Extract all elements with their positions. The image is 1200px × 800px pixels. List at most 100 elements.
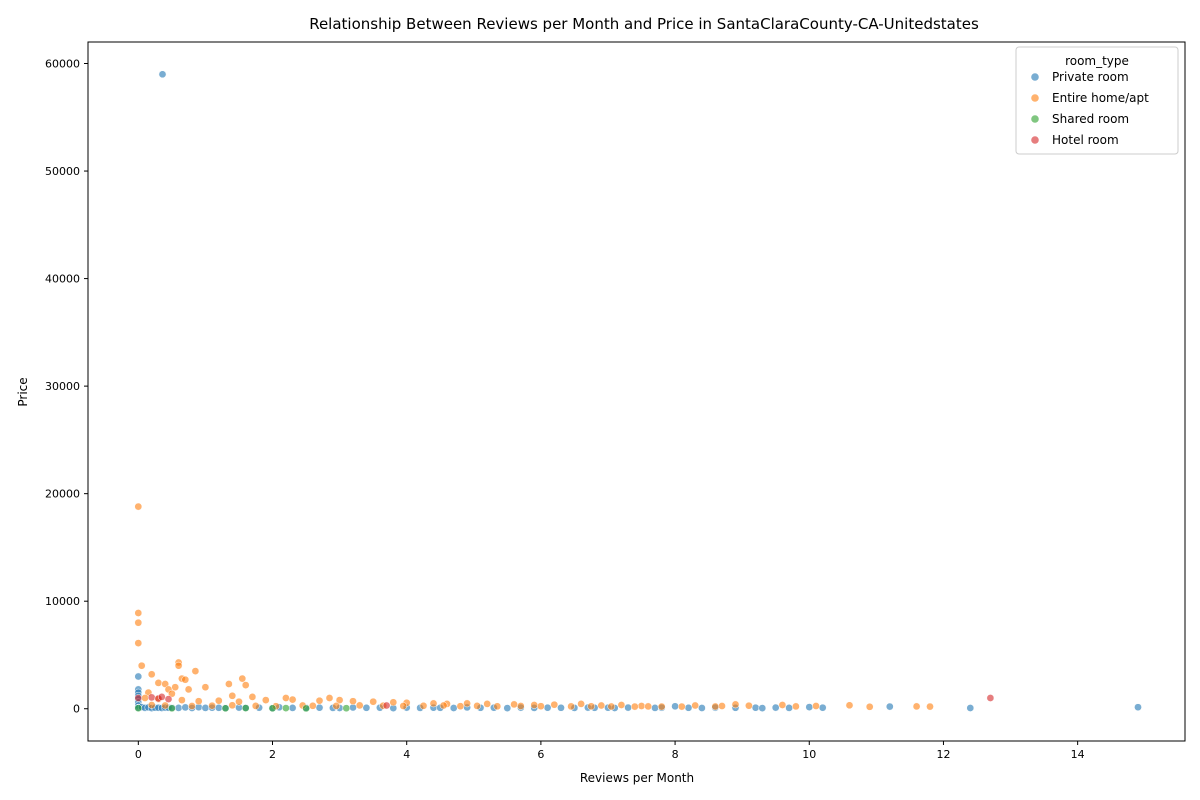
y-tick-label: 30000	[45, 380, 80, 393]
data-point-entire-home-apt	[399, 702, 408, 710]
data-point-entire-home-apt	[607, 702, 616, 711]
data-point-entire-home-apt	[134, 609, 143, 617]
data-point-entire-home-apt	[369, 697, 378, 706]
data-point-private-room	[758, 704, 767, 712]
data-point-entire-home-apt	[134, 502, 143, 511]
legend-box	[1015, 46, 1179, 155]
data-point-entire-home-apt	[147, 701, 156, 709]
data-point-entire-home-apt	[181, 675, 190, 684]
data-point-entire-home-apt	[325, 694, 334, 702]
chart-title: Relationship Between Reviews per Month a…	[309, 15, 979, 33]
data-point-entire-home-apt	[516, 702, 525, 710]
data-point-private-room	[771, 703, 780, 712]
data-point-entire-home-apt	[147, 670, 156, 679]
data-point-entire-home-apt	[597, 701, 606, 710]
x-tick-label: 0	[135, 748, 142, 761]
legend-label-private-room: Private room	[1052, 70, 1129, 84]
data-point-private-room	[134, 672, 143, 681]
data-point-entire-home-apt	[567, 702, 575, 711]
data-point-shared-room	[342, 704, 351, 713]
legend-label-entire-home-apt: Entire home/apt	[1052, 91, 1149, 105]
data-point-entire-home-apt	[171, 683, 180, 692]
y-tick-label: 10000	[45, 595, 80, 608]
data-point-entire-home-apt	[201, 683, 210, 692]
x-axis-ticks: 0 2 4 6 8 10 12 14	[135, 741, 1085, 761]
data-point-entire-home-apt	[778, 701, 787, 709]
data-point-hotel-room	[147, 693, 156, 702]
data-point-entire-home-apt	[241, 681, 250, 689]
data-point-entire-home-apt	[577, 700, 585, 708]
data-point-entire-home-apt	[174, 661, 183, 670]
data-point-entire-home-apt	[637, 702, 646, 710]
legend: room_type Private room Entire home/apt Sha…	[1015, 46, 1179, 155]
data-point-entire-home-apt	[711, 702, 720, 711]
data-point-entire-home-apt	[926, 702, 934, 711]
data-point-entire-home-apt	[718, 702, 726, 710]
data-point-entire-home-apt	[657, 702, 666, 711]
y-tick-label: 20000	[45, 488, 80, 501]
data-point-private-room	[181, 703, 190, 712]
data-point-entire-home-apt	[315, 696, 324, 705]
plot-frame	[87, 41, 1186, 742]
data-point-private-room	[651, 704, 659, 712]
data-point-entire-home-apt	[188, 702, 196, 710]
data-point-entire-home-apt	[550, 700, 559, 709]
data-point-entire-home-apt	[225, 680, 233, 688]
data-point-entire-home-apt	[184, 685, 193, 694]
data-point-private-room	[671, 702, 679, 711]
data-point-entire-home-apt	[792, 702, 800, 711]
x-tick-label: 2	[269, 748, 276, 761]
x-tick-label: 14	[1071, 748, 1085, 761]
data-point-private-room	[557, 703, 565, 712]
data-point-entire-home-apt	[161, 701, 170, 710]
data-point-private-room	[684, 703, 693, 712]
y-tick-label: 40000	[45, 273, 80, 286]
data-point-entire-home-apt	[456, 702, 465, 711]
y-axis-ticks: 0 10000 20000 30000 40000 50000 60000	[45, 58, 88, 716]
y-tick-label: 50000	[45, 165, 80, 178]
data-point-entire-home-apt	[228, 691, 237, 700]
legend-label-hotel-room: Hotel room	[1052, 133, 1119, 147]
data-point-entire-home-apt	[191, 667, 200, 675]
data-point-hotel-room	[986, 694, 995, 702]
data-point-entire-home-apt	[429, 699, 438, 708]
data-point-entire-home-apt	[178, 696, 186, 704]
data-point-entire-home-apt	[214, 696, 223, 705]
data-point-shared-room	[282, 704, 290, 712]
data-point-private-room	[805, 703, 814, 711]
data-point-entire-home-apt	[208, 701, 216, 710]
data-point-shared-room	[168, 704, 176, 713]
data-point-entire-home-apt	[248, 693, 257, 701]
data-point-entire-home-apt	[194, 697, 203, 706]
data-point-hotel-room	[134, 694, 143, 702]
data-point-shared-room	[221, 704, 230, 713]
data-point-entire-home-apt	[473, 702, 481, 710]
data-point-shared-room	[241, 704, 250, 712]
plot-area	[87, 41, 1186, 742]
data-point-shared-room	[134, 704, 143, 713]
data-point-entire-home-apt	[134, 618, 143, 627]
data-point-entire-home-apt	[228, 701, 237, 710]
data-point-entire-home-apt	[154, 679, 163, 687]
y-tick-label: 60000	[45, 58, 80, 71]
data-point-entire-home-apt	[812, 702, 820, 710]
data-point-private-room	[624, 703, 632, 712]
data-point-entire-home-apt	[463, 699, 471, 708]
data-point-entire-home-apt	[389, 698, 398, 707]
data-point-entire-home-apt	[691, 701, 700, 710]
data-point-private-room	[751, 703, 760, 712]
legend-label-shared-room: Shared room	[1052, 112, 1129, 126]
data-point-entire-home-apt	[439, 701, 448, 710]
data-point-private-room	[698, 704, 706, 712]
data-point-entire-home-apt	[261, 696, 270, 704]
data-point-entire-home-apt	[845, 701, 854, 710]
data-point-entire-home-apt	[912, 702, 921, 711]
y-axis-label: Price	[16, 377, 30, 406]
data-point-entire-home-apt	[332, 702, 341, 710]
data-point-entire-home-apt	[483, 700, 492, 708]
data-point-entire-home-apt	[510, 700, 518, 709]
data-point-entire-home-apt	[419, 701, 428, 710]
x-tick-label: 8	[672, 748, 679, 761]
data-point-entire-home-apt	[251, 702, 260, 710]
